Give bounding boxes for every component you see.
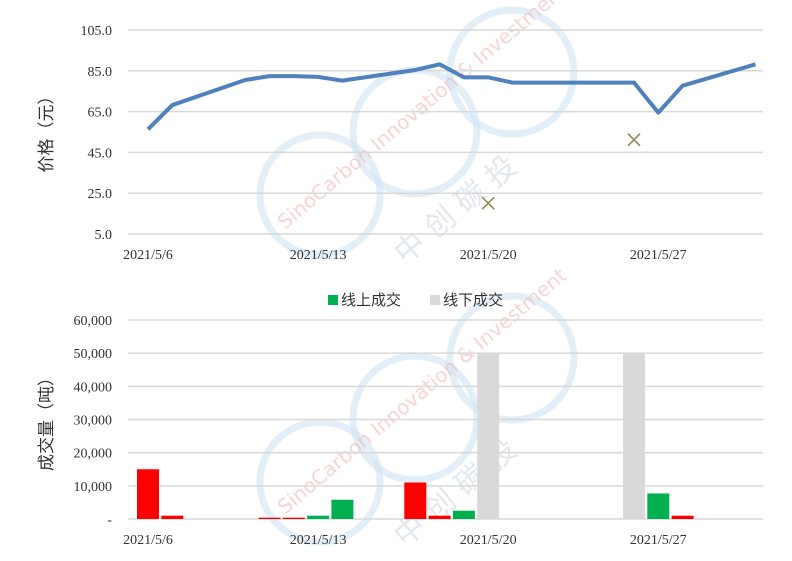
bar [671,515,694,519]
y-tick-label: 25.0 [88,187,113,202]
y-tick-label: 20,000 [74,447,113,462]
bar [161,515,184,519]
bar [452,510,475,519]
y-axis-title: 成交量（吨） [37,369,57,471]
x-tick-label: 2021/5/13 [290,248,347,263]
bar [258,517,281,519]
bar [282,517,305,519]
volume-chart: - 10,000 20,000 30,000 40,000 50,000 60,000 202… [37,291,763,548]
legend-swatch [430,295,440,305]
bar [331,499,354,519]
bar [623,353,645,519]
x-tick-label: 2021/5/13 [290,533,347,548]
y-tick-label: 5.0 [95,228,113,243]
marker-stroke [481,196,495,210]
x-tick-label: 2021/5/20 [460,533,517,548]
scatter-x-marker [627,133,641,147]
legend-swatch [328,295,338,305]
marker-stroke [627,133,641,147]
y-tick-label: 65.0 [88,106,113,121]
y-tick-label: 45.0 [88,146,113,161]
y-tick-label: - [107,513,112,528]
bar [307,515,330,519]
watermark-circle [349,352,481,484]
price-chart: 5.0 25.0 45.0 65.0 85.0 105.0 2021/5/6 2021/5/1… [37,24,763,263]
bar [477,353,500,519]
x-tick-label: 2021/5/6 [123,533,173,548]
x-tick-label: 2021/5/6 [123,248,173,263]
bar [428,515,451,519]
x-tick-label: 2021/5/27 [630,533,687,548]
price-line [146,62,757,131]
bar [404,482,427,519]
y-tick-label: 50,000 [74,347,113,362]
watermark-circle [256,131,384,259]
y-tick-label: 30,000 [74,414,113,429]
y-axis-title: 价格（元） [37,88,57,173]
legend-label: 线上成交 [341,291,401,309]
y-tick-label: 60,000 [74,314,113,329]
y-tick-label: 40,000 [74,380,113,395]
scatter-x-marker [481,196,495,210]
x-tick-label: 2021/5/20 [460,248,517,263]
bar [137,469,159,519]
y-tick-label: 85.0 [88,65,113,80]
x-tick-label: 2021/5/27 [630,248,687,263]
legend-label: 线下成交 [443,291,503,309]
bar [647,493,670,519]
watermark-text: SinoCarbon Innovation & Investment [273,0,571,234]
y-tick-label: 10,000 [74,480,113,495]
y-tick-label: 105.0 [81,24,113,39]
watermark-circle [256,418,384,546]
